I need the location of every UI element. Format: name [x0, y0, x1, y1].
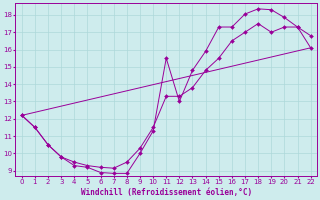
X-axis label: Windchill (Refroidissement éolien,°C): Windchill (Refroidissement éolien,°C)	[81, 188, 252, 197]
